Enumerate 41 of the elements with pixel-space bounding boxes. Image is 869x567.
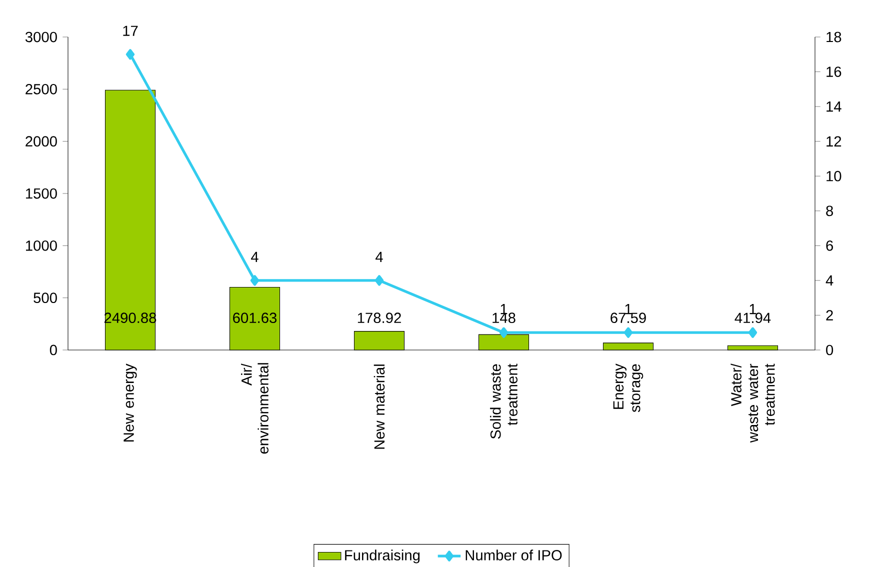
x-tick-label: Energy storage (613, 364, 644, 412)
x-tick-label: Water/ waste water treatment (730, 364, 775, 443)
y2-tick-label: 0 (826, 344, 834, 356)
data-label: 4 (251, 252, 258, 262)
point (748, 327, 758, 338)
data-label: 178.92 (358, 312, 401, 324)
point (499, 327, 508, 338)
y2-tick-label: 6 (826, 240, 833, 251)
y-tick-label: 2500 (26, 84, 57, 94)
data-label: 1 (750, 304, 756, 314)
y2-tick-label: 12 (826, 136, 842, 146)
x-tick-label: New material (374, 364, 385, 449)
data-label: 148 (492, 312, 516, 324)
point (126, 49, 135, 60)
y-tick-label: 1500 (26, 188, 57, 199)
legend-label: Number of IPO (466, 550, 562, 560)
y2-tick-label: 8 (826, 206, 833, 216)
data-label: 17 (123, 26, 138, 36)
point (624, 327, 633, 338)
y2-tick-label: 4 (826, 275, 834, 286)
data-label: 601.63 (233, 312, 277, 324)
data-label: 67.59 (610, 312, 646, 324)
y2-tick-label: 18 (826, 32, 842, 42)
y2-tick-label: 10 (826, 170, 842, 182)
y-tick-label: 1000 (26, 240, 57, 251)
point (374, 275, 384, 286)
y2-tick-label: 14 (826, 102, 842, 112)
data-label: 4 (376, 252, 383, 262)
data-label: 41.94 (734, 312, 771, 324)
y-tick-label: 0 (50, 344, 57, 356)
x-tick-label: Air/ environmental (241, 363, 268, 454)
legend-label: Fundraising (345, 550, 420, 564)
x-tick-label: New energy (124, 364, 137, 442)
point (250, 275, 260, 286)
data-label: 1 (625, 304, 632, 314)
y-tick-label: 500 (34, 292, 57, 304)
y2-tick-label: 16 (826, 66, 842, 77)
y-tick-label: 3000 (25, 32, 57, 42)
x-tick-label: Solid waste treatment (490, 364, 518, 439)
y2-tick-label: 2 (826, 310, 833, 320)
y-tick-label: 2000 (26, 136, 57, 147)
